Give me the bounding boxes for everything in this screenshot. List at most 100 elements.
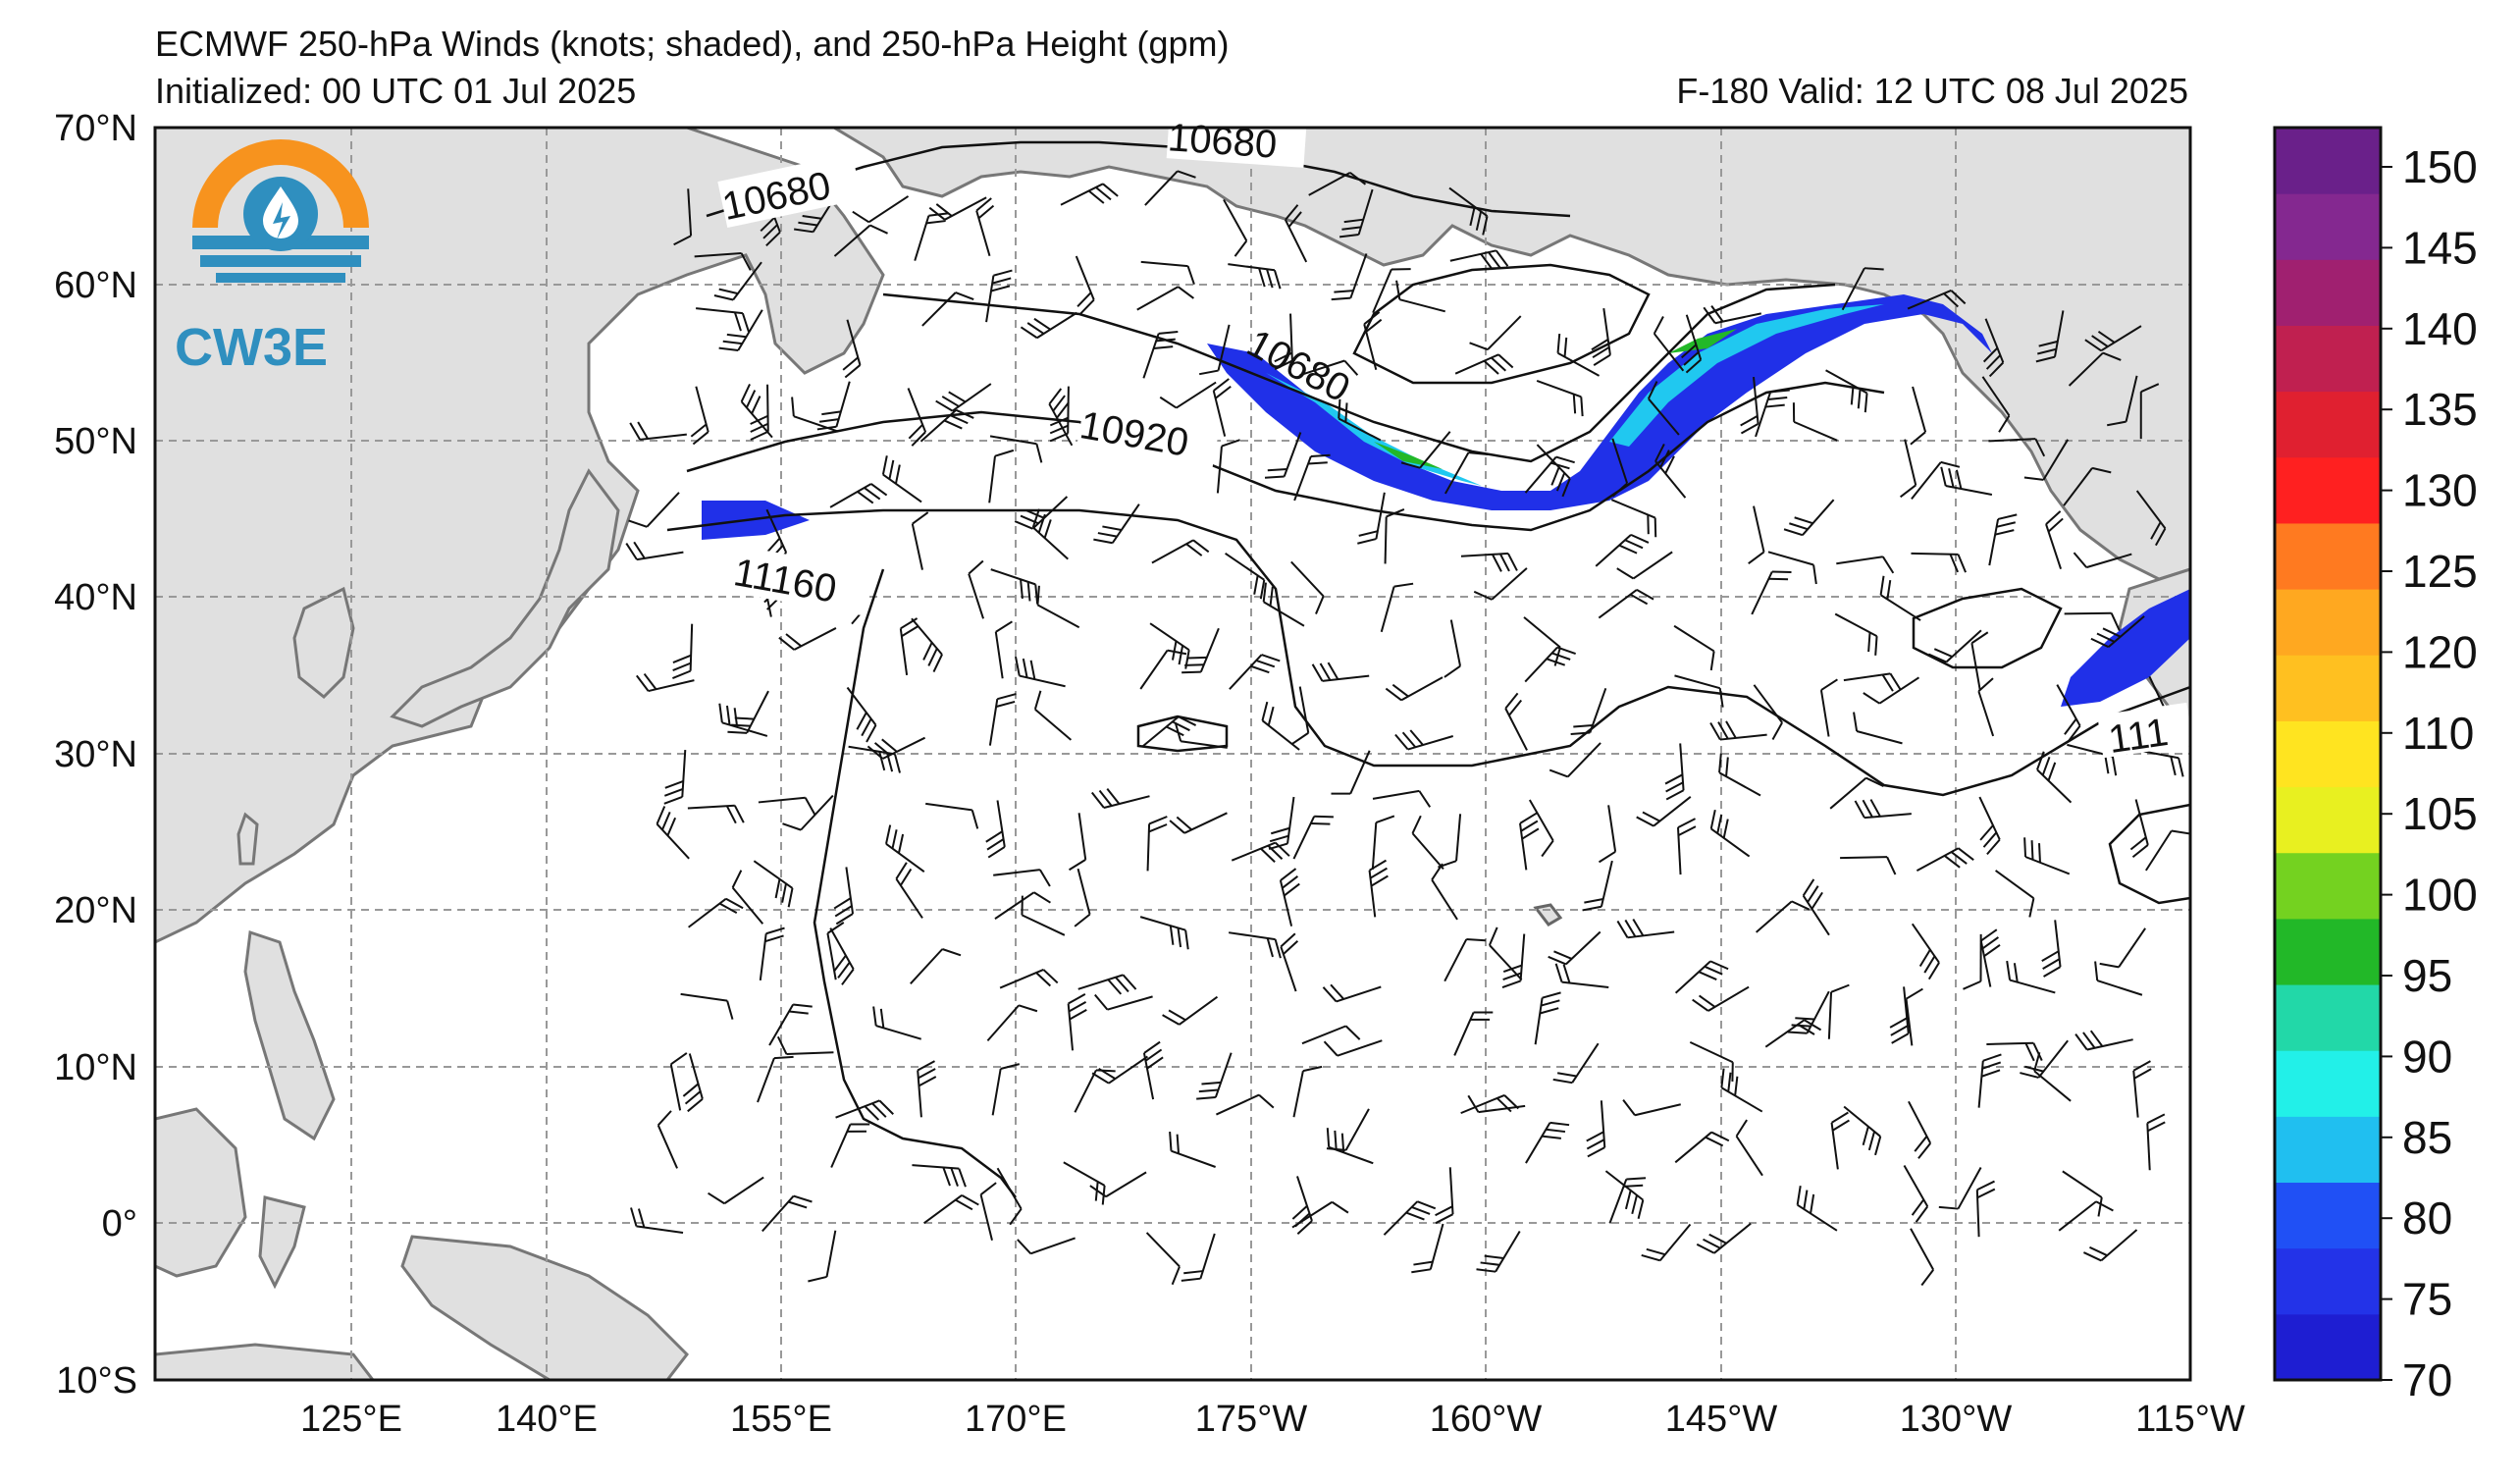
wind-barb [1767, 551, 1817, 585]
colorbar-tick-label: 90 [2402, 1031, 2452, 1082]
colorbar-swatch [2275, 456, 2381, 524]
wind-barb [2045, 510, 2064, 569]
logo-wave-2 [200, 255, 361, 267]
wind-barb [1323, 1039, 1383, 1057]
lon-label: 125°E [300, 1399, 402, 1440]
wind-barb [1755, 389, 1790, 438]
wind-barb [1910, 1228, 1935, 1287]
wind-barb [2023, 439, 2070, 481]
wind-barb [740, 384, 773, 439]
wind-barb [778, 627, 837, 651]
wind-barb [2056, 684, 2081, 742]
wind-barb [1598, 805, 1617, 864]
wind-barb [1136, 286, 1194, 311]
wind-barb [1280, 932, 1299, 992]
wind-barb [1454, 353, 1514, 375]
wind-barb [688, 897, 744, 928]
wind-barb [1331, 253, 1368, 301]
wind-barb [917, 1060, 937, 1118]
colorbar-swatch [2275, 259, 2381, 326]
wind-barb [1641, 1223, 1692, 1262]
wind-barb [1395, 280, 1445, 313]
colorbar-swatch [2275, 1050, 2381, 1117]
wind-barb [1648, 381, 1680, 436]
wind-barb [1444, 451, 1489, 495]
wind-barb [1021, 895, 1066, 936]
lat-label: 50°N [54, 421, 137, 462]
colorbar-tick-label: 95 [2402, 950, 2452, 1001]
wind-barb [1229, 654, 1281, 690]
wind-barb [1664, 743, 1685, 801]
wind-barb [680, 992, 734, 1020]
wind-barb [1301, 1025, 1361, 1045]
wind-barb [1610, 499, 1657, 538]
wind-barb [1075, 255, 1095, 315]
wind-barb [1853, 712, 1903, 745]
wind-barb [1840, 856, 1897, 875]
wind-barb [1383, 1200, 1437, 1236]
wind-barb [1977, 1053, 2002, 1108]
height-contours [666, 140, 2190, 1198]
contour-closed-east [1912, 587, 2063, 669]
wind-barb [1986, 1041, 2043, 1062]
wind-barb [1371, 815, 1395, 871]
wind-barb [1169, 1131, 1216, 1168]
wind-barb [1262, 582, 1305, 627]
wind-barb [1843, 1105, 1882, 1156]
wind-barb [1231, 841, 1290, 863]
lat-label: 10°N [54, 1047, 137, 1088]
lat-label: 30°N [54, 734, 137, 775]
wind-barb [1525, 1121, 1570, 1164]
wind-barb [1460, 552, 1518, 572]
colorbar-swatch [2275, 1116, 2381, 1184]
colorbar-tick-label: 135 [2402, 384, 2478, 435]
colorbar-tick-label: 100 [2402, 870, 2478, 921]
wind-barb [1709, 720, 1767, 741]
wind-barb [1905, 987, 1923, 1046]
wind-barb [1836, 556, 1895, 574]
wind-barb [1488, 927, 1523, 980]
wind-barb [1977, 677, 1995, 737]
colorbar-swatch [2275, 391, 2381, 458]
wind-barb [727, 690, 769, 734]
wind-barb [1927, 629, 1982, 663]
colorbar-tick-label: 80 [2402, 1192, 2452, 1244]
wind-barb [1988, 438, 2046, 457]
wind-barbs [625, 170, 2190, 1287]
wind-barb [808, 1230, 837, 1283]
wind-barb [1536, 380, 1584, 417]
wind-barb [979, 1182, 997, 1242]
wind-barb [1140, 260, 1195, 286]
wind-barb [829, 927, 855, 985]
logo-bolt [273, 202, 290, 239]
wind-barb [1720, 1068, 1763, 1113]
wind-barb [1676, 818, 1697, 875]
wind-barb [731, 870, 764, 925]
wind-barb [2090, 615, 2145, 649]
wind-barb [1473, 567, 1528, 601]
wind-barb [1074, 1069, 1116, 1113]
wind-barb [2099, 927, 2146, 969]
wind-barb [1139, 916, 1189, 950]
colorbar-tick-label: 105 [2402, 788, 2478, 839]
wind-barb [846, 686, 877, 743]
contour-label-111-edge: 111 [2106, 711, 2171, 762]
wind-barb [636, 672, 695, 693]
wind-barb [1748, 505, 1765, 565]
wind-barb [2068, 351, 2122, 387]
wind-barb [866, 736, 926, 760]
colorbar-tick-label: 125 [2402, 546, 2478, 597]
wind-barb [1528, 799, 1554, 858]
wind-barb [999, 969, 1059, 989]
wind-barb [1169, 812, 1228, 834]
wind-barb [1680, 314, 1703, 374]
colorbar-swatch [2275, 786, 2381, 854]
wind-barb [994, 891, 1051, 920]
wind-barb [919, 408, 974, 443]
wind-barb [656, 806, 690, 860]
wind-barb [1524, 646, 1576, 683]
wind-barb [986, 1004, 1038, 1042]
wind-barb [2073, 552, 2132, 569]
wind-barb [988, 449, 1015, 503]
wind-barb [1591, 308, 1611, 366]
